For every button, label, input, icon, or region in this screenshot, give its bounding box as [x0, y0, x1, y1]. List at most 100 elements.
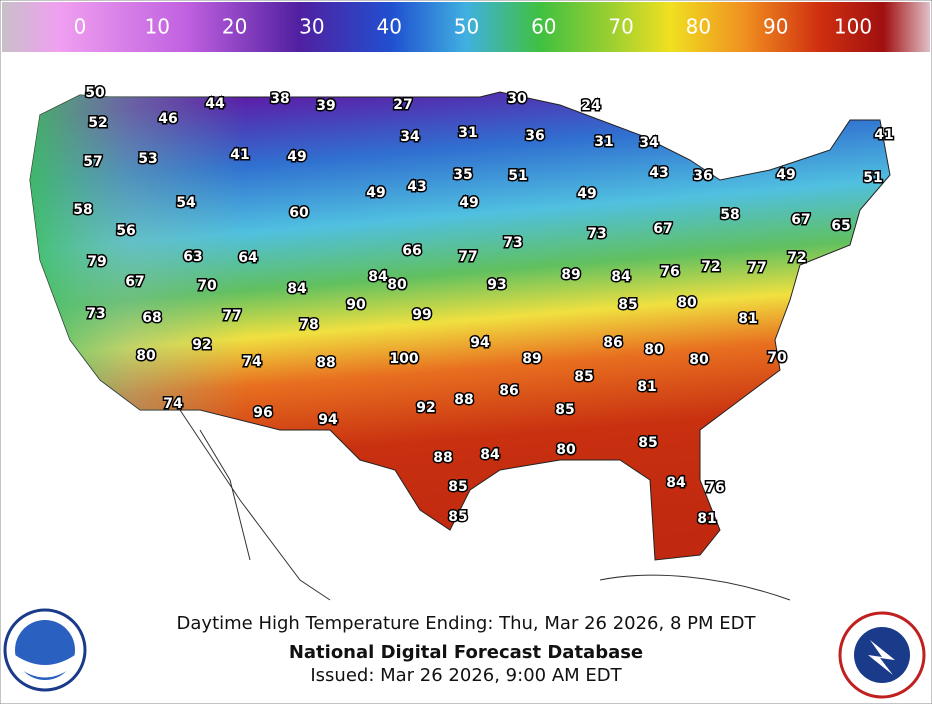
temperature-label: 92: [416, 400, 435, 416]
temperature-label: 88: [316, 355, 335, 371]
temperature-label: 51: [863, 170, 882, 186]
temperature-label: 31: [594, 134, 613, 150]
colorbar-labels: 0 10 20 30 40 50 60 70 80 90 100: [74, 15, 872, 39]
temperature-label: 80: [644, 342, 664, 358]
cuba-outline: [599, 574, 791, 601]
temperature-label: 27: [393, 97, 412, 113]
temperature-label: 84: [368, 269, 388, 285]
temperature-label: 41: [230, 147, 249, 163]
temperature-label: 60: [289, 205, 309, 221]
temperature-label: 50: [85, 85, 105, 101]
temperature-label: 73: [86, 306, 105, 322]
temperature-label: 99: [412, 307, 431, 323]
temperature-label: 85: [448, 509, 467, 525]
temperature-label: 24: [581, 98, 601, 114]
colorbar-tick-label: 40: [376, 15, 401, 39]
temperature-label: 73: [503, 235, 522, 251]
temperature-label: 86: [603, 335, 622, 351]
temperature-label: 56: [116, 223, 135, 239]
temperature-label: 67: [653, 221, 672, 237]
temperature-label: 53: [138, 151, 157, 167]
temperature-label: 76: [705, 480, 724, 496]
temperature-label: 52: [88, 115, 107, 131]
temperature-label: 89: [561, 267, 580, 283]
noaa-logo: [3, 608, 87, 692]
temperature-label: 89: [522, 351, 541, 367]
coastal-overlay: [30, 92, 890, 560]
temperature-label: 49: [459, 195, 478, 211]
temperature-label: 86: [499, 383, 518, 399]
temperature-label: 66: [402, 243, 421, 259]
temperature-label: 72: [701, 259, 720, 275]
temperature-label: 70: [767, 350, 787, 366]
temperature-label: 81: [738, 311, 757, 327]
temperature-label: 49: [366, 185, 385, 201]
temperature-label: 72: [787, 250, 806, 266]
colorbar-tick-label: 80: [686, 15, 711, 39]
temperature-label: 84: [287, 281, 307, 297]
temperature-label: 80: [677, 295, 697, 311]
temperature-label: 43: [407, 179, 426, 195]
temperature-label: 58: [73, 202, 92, 218]
colorbar: [2, 2, 930, 52]
temperature-label: 44: [205, 96, 225, 112]
temperature-label: 80: [556, 442, 576, 458]
temperature-label: 81: [697, 511, 716, 527]
temperature-label: 51: [508, 168, 527, 184]
temperature-label: 88: [433, 450, 452, 466]
temperature-label: 49: [577, 186, 596, 202]
temperature-label: 36: [525, 128, 544, 144]
temperature-label: 85: [638, 435, 657, 451]
temperature-label: 84: [480, 447, 500, 463]
temperature-labels: 50 52 46 44 38 39 27 30 24 57 53 41 34 31 36 31 34 41 49 35…: [72, 84, 895, 529]
mexico-coast: [179, 409, 331, 601]
map-title: National Digital Forecast Database: [289, 642, 643, 663]
temperature-label: 63: [183, 249, 202, 265]
temperature-label: 85: [574, 369, 593, 385]
temperature-label: 77: [458, 249, 477, 265]
temperature-label: 79: [87, 254, 106, 270]
temperature-label: 84: [611, 269, 631, 285]
temperature-label: 76: [660, 264, 679, 280]
colorbar-tick-label: 0: [74, 15, 87, 39]
temperature-label: 46: [158, 111, 177, 127]
colorbar-tick-label: 10: [145, 15, 170, 39]
temperature-label: 41: [874, 127, 893, 143]
temperature-label: 43: [649, 165, 668, 181]
temperature-label: 36: [693, 168, 712, 184]
temperature-label: 67: [791, 212, 810, 228]
temperature-label: 31: [458, 125, 477, 141]
temperature-label: 80: [387, 277, 407, 293]
temperature-label: 80: [689, 352, 709, 368]
temperature-label: 84: [666, 475, 686, 491]
temperature-label: 96: [253, 405, 272, 421]
temperature-label: 49: [776, 167, 795, 183]
colorbar-tick-label: 60: [531, 15, 556, 39]
temperature-label: 77: [222, 308, 241, 324]
temperature-label: 70: [197, 278, 217, 294]
temperature-label: 35: [453, 167, 472, 183]
temperature-label: 94: [470, 335, 490, 351]
temperature-label: 77: [747, 260, 766, 276]
temperature-label: 67: [125, 274, 144, 290]
temperature-label: 64: [238, 250, 258, 266]
colorbar-tick-label: 100: [834, 15, 872, 39]
temperature-label: 54: [176, 195, 196, 211]
temperature-label: 30: [507, 91, 527, 107]
temperature-label: 73: [587, 226, 606, 242]
temperature-label: 49: [287, 149, 306, 165]
temperature-label: 58: [720, 207, 739, 223]
temperature-label: 34: [400, 129, 420, 145]
temperature-label: 80: [136, 348, 156, 364]
temperature-label: 78: [299, 317, 318, 333]
colorbar-tick-label: 70: [608, 15, 633, 39]
map-subtitle: Daytime High Temperature Ending: Thu, Ma…: [177, 613, 757, 634]
temperature-label: 74: [163, 396, 183, 412]
colorbar-tick-label: 50: [454, 15, 479, 39]
temperature-label: 85: [555, 402, 574, 418]
colorbar-tick-label: 90: [763, 15, 788, 39]
temperature-label: 88: [454, 392, 473, 408]
temperature-label: 81: [637, 379, 656, 395]
temperature-label: 68: [142, 310, 161, 326]
